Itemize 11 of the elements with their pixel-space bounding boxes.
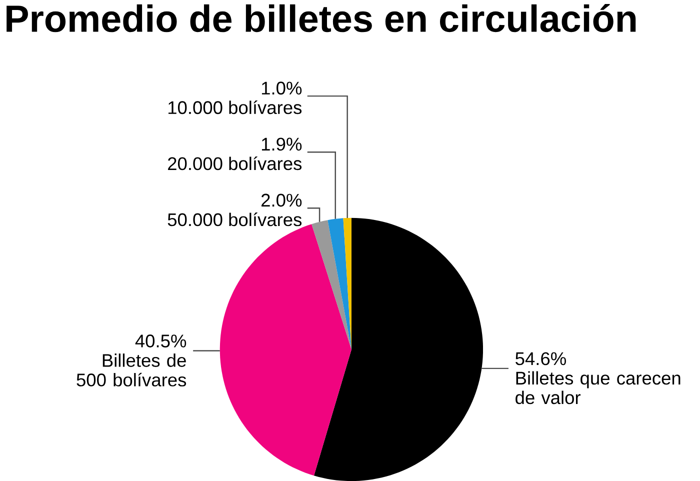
slice-label: Billetes que carecen de valor: [516, 371, 680, 404]
slice-label: 50.000 bolívares: [168, 212, 302, 226]
slice-label: Billetes de 500 bolívares: [76, 353, 186, 386]
data-label: 40.5%: [135, 334, 186, 348]
data-label: 2.0%: [262, 194, 302, 207]
data-label: 1.9%: [262, 138, 302, 151]
data-label: 54.6%: [516, 352, 566, 366]
slice-label: 20.000 bolívares: [168, 156, 302, 170]
slice-label: 10.000 bolívares: [168, 100, 302, 114]
chart-title: Promedio de billetes en circulación: [6, 4, 636, 32]
data-label: 1.0%: [262, 82, 302, 95]
